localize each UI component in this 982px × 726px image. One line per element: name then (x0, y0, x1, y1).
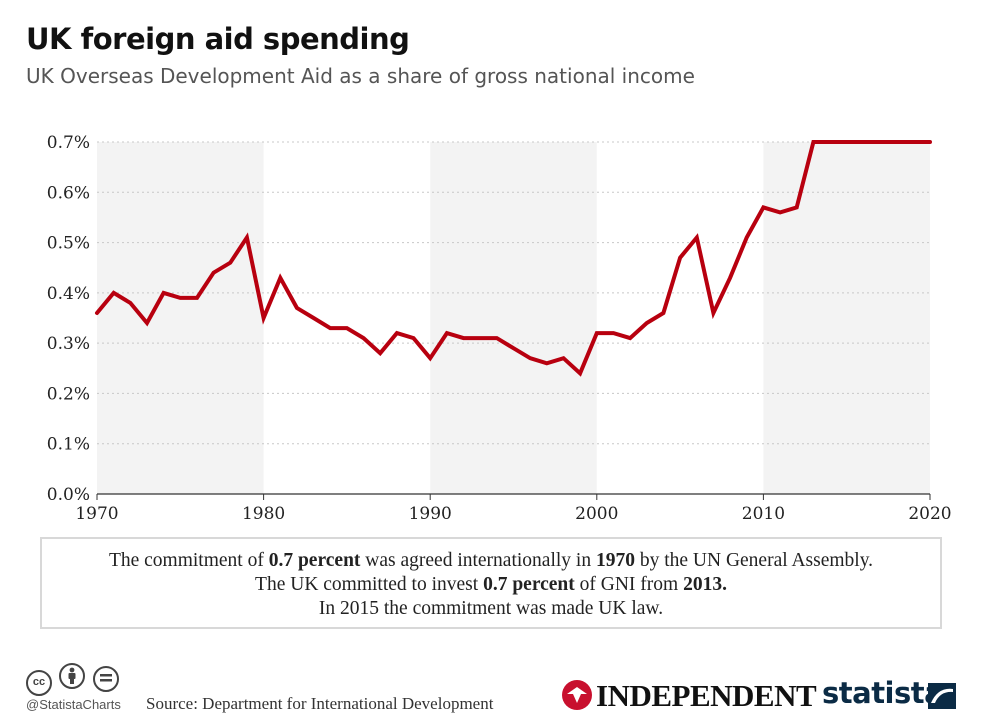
independent-eagle-icon (562, 680, 592, 710)
y-tick-label: 0.4% (47, 284, 90, 304)
license-icons: cc (26, 663, 122, 696)
statista-logo: statista (822, 676, 944, 710)
y-tick-label: 0.0% (47, 485, 90, 505)
decade-band (430, 142, 597, 494)
series-line (95, 140, 932, 377)
x-tick-label: 1990 (409, 504, 452, 524)
x-tick-label: 1970 (75, 504, 118, 524)
y-tick-label: 0.6% (47, 183, 90, 203)
independent-logo: INDEPENDENT (596, 678, 817, 713)
x-tick-label: 2010 (742, 504, 785, 524)
y-tick-label: 0.3% (47, 334, 90, 354)
x-tick-label: 1980 (242, 504, 285, 524)
chart-subtitle: UK Overseas Development Aid as a share o… (26, 64, 695, 88)
note-line-2: The UK committed to invest 0.7 percent o… (255, 574, 727, 595)
statista-logo-icon (928, 683, 956, 709)
x-tick-label: 2000 (575, 504, 618, 524)
commitment-note: The commitment of 0.7 percent was agreed… (40, 537, 942, 629)
cc-icon: cc (26, 670, 52, 696)
decade-band (97, 142, 264, 494)
x-tick-label: 2020 (908, 504, 951, 524)
note-line-1: The commitment of 0.7 percent was agreed… (108, 550, 874, 571)
y-tick-label: 0.2% (47, 384, 90, 404)
nd-icon (92, 666, 119, 692)
note-line-3: In 2015 the commitment was made UK law. (318, 598, 664, 619)
line-chart: 0.0% 0.1% 0.2% 0.3% 0.4% 0.5% 0.6% 0.7% 1970 1980… (47, 133, 952, 524)
decade-band (763, 142, 930, 494)
y-tick-label: 0.5% (47, 234, 90, 254)
statista-handle: @StatistaCharts (26, 697, 121, 712)
chart-title: UK foreign aid spending (26, 22, 410, 56)
by-icon (59, 663, 86, 689)
source-note: Source: Department for International Dev… (146, 694, 494, 713)
y-tick-label: 0.1% (47, 435, 90, 455)
y-tick-label: 0.7% (47, 133, 90, 153)
